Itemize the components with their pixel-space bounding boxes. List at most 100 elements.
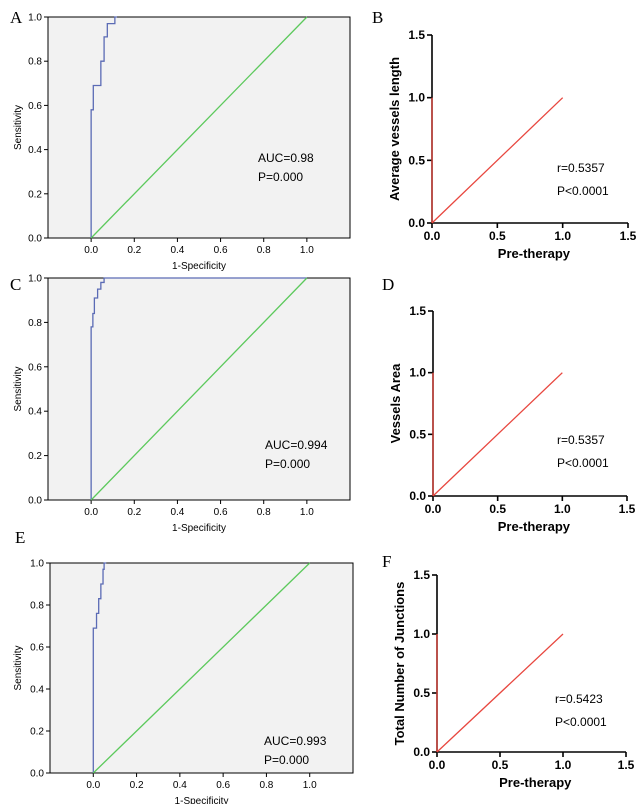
y-axis-label: Vessels Area	[388, 363, 403, 444]
panel-label: C	[10, 275, 21, 294]
y-tick-label: 0.5	[413, 686, 430, 700]
panel-label: D	[382, 275, 394, 294]
x-axis-label: 1-Specificity	[172, 523, 226, 534]
y-tick-label: 1.0	[413, 627, 430, 641]
series-line-1	[90, 277, 307, 500]
x-tick-label: 1.5	[618, 758, 635, 772]
x-tick-label: 1.0	[300, 507, 314, 518]
y-axis-label: Total Number of Junctions	[392, 582, 407, 746]
y-axis-label: Sensitivity	[13, 105, 24, 150]
series-line-2	[92, 562, 311, 774]
y-tick-label: 1.5	[413, 568, 430, 582]
x-axis-label: 1-Specificity	[175, 796, 229, 804]
x-tick-label: 0.5	[489, 229, 506, 243]
annotation: P<0.0001	[557, 456, 609, 470]
annotation: AUC=0.993	[264, 734, 327, 748]
x-tick-label: 0.4	[170, 245, 184, 256]
series-line-1	[432, 372, 563, 497]
x-tick-label: 0.4	[173, 780, 187, 791]
y-tick-label: 0.4	[28, 407, 42, 418]
annotation: AUC=0.994	[265, 438, 328, 452]
x-tick-label: 1.0	[303, 780, 317, 791]
x-tick-label: 0.8	[257, 245, 271, 256]
y-tick-label: 1.0	[28, 13, 42, 24]
x-tick-label: 1.0	[555, 758, 572, 772]
annotation: r=0.5357	[557, 161, 605, 175]
x-tick-label: 1.5	[619, 502, 636, 516]
panel-label: A	[10, 8, 23, 27]
y-tick-label: 0.6	[28, 101, 42, 112]
x-tick-label: 0.5	[492, 758, 509, 772]
y-tick-label: 0.4	[28, 145, 42, 156]
y-tick-label: 0.2	[30, 727, 44, 738]
x-tick-label: 0.2	[127, 245, 141, 256]
annotation: r=0.5357	[557, 433, 605, 447]
x-tick-label: 0.2	[130, 780, 144, 791]
series-line-1	[92, 562, 107, 773]
panel-e: E 0.0 0.2 0.4 0.6 0.8 1.0 0.0 0.2 0.4 0.6 0.8 1.0 1-S…	[13, 528, 354, 804]
y-tick-label: 1.0	[408, 91, 425, 105]
panel-f: F 0.0 0.5 1.0 1.5 0.0 0.5 1.0 1.5 Pre-therapy Tota…	[382, 552, 635, 790]
panel-a: A 0.0 0.2 0.4 0.6 0.8 1.0 0.0 0.2 0.4 0.6 0.8 1.0 1-S…	[10, 8, 351, 272]
x-axis-label: Pre-therapy	[498, 246, 571, 261]
panel-c: C 0.0 0.2 0.4 0.6 0.8 1.0 0.0 0.2 0.4 0.6 0.8 1.0 1-S…	[10, 274, 351, 534]
annotation: P=0.000	[258, 170, 303, 184]
y-tick-label: 0.0	[413, 745, 430, 759]
x-axis-label: 1-Specificity	[172, 261, 226, 272]
panel-label: B	[372, 8, 383, 27]
panel-label: F	[382, 552, 391, 571]
y-tick-label: 1.0	[30, 559, 44, 570]
y-tick-label: 0.0	[28, 496, 42, 507]
y-tick-label: 0.5	[408, 153, 425, 167]
series-line-1	[436, 633, 564, 753]
annotation: P=0.000	[264, 753, 309, 767]
annotation: P<0.0001	[557, 184, 609, 198]
y-tick-label: 1.0	[28, 274, 42, 285]
y-tick-label: 1.5	[408, 28, 425, 42]
x-tick-label: 0.5	[489, 502, 506, 516]
panel-b: B 0.0 0.5 1.0 1.5 0.0 0.5 1.0 1.5 Pre-therapy Aver…	[372, 8, 637, 261]
x-tick-label: 1.0	[554, 502, 571, 516]
series-line-1	[90, 16, 118, 238]
y-tick-label: 0.0	[408, 216, 425, 230]
y-tick-label: 0.2	[28, 451, 42, 462]
y-tick-label: 1.5	[409, 304, 426, 318]
x-tick-label: 0.6	[214, 507, 228, 518]
y-tick-label: 0.0	[28, 234, 42, 245]
y-tick-label: 0.6	[28, 362, 42, 373]
y-tick-label: 0.5	[409, 427, 426, 441]
x-tick-label: 0.0	[84, 245, 98, 256]
x-tick-label: 0.6	[216, 780, 230, 791]
series-line-2	[90, 16, 308, 239]
y-tick-label: 0.6	[30, 643, 44, 654]
x-tick-label: 0.0	[425, 502, 442, 516]
y-tick-label: 0.0	[409, 489, 426, 503]
x-tick-label: 0.4	[170, 507, 184, 518]
annotation: P=0.000	[265, 457, 310, 471]
x-tick-label: 0.6	[214, 245, 228, 256]
x-tick-label: 0.0	[86, 780, 100, 791]
y-tick-label: 0.0	[30, 769, 44, 780]
x-tick-label: 1.0	[554, 229, 571, 243]
x-tick-label: 0.8	[257, 507, 271, 518]
y-tick-label: 0.8	[28, 318, 42, 329]
x-tick-label: 1.5	[620, 229, 637, 243]
y-tick-label: 0.2	[28, 189, 42, 200]
panel-label: E	[15, 528, 25, 547]
y-axis-label: Sensitivity	[13, 645, 24, 690]
series-line-1	[431, 97, 564, 224]
x-axis-label: Pre-therapy	[498, 519, 571, 534]
series-line-2	[90, 277, 308, 501]
x-axis-label: Pre-therapy	[499, 775, 572, 790]
y-tick-label: 1.0	[409, 366, 426, 380]
annotation: AUC=0.98	[258, 151, 314, 165]
y-tick-label: 0.4	[30, 685, 44, 696]
x-tick-label: 0.8	[259, 780, 273, 791]
y-axis-label: Sensitivity	[13, 366, 24, 411]
annotation: P<0.0001	[555, 715, 607, 729]
annotation: r=0.5423	[555, 692, 603, 706]
y-tick-label: 0.8	[30, 601, 44, 612]
panel-d: D 0.0 0.5 1.0 1.5 0.0 0.5 1.0 1.5 Pre-therapy Vess…	[382, 275, 636, 534]
y-tick-label: 0.8	[28, 57, 42, 68]
